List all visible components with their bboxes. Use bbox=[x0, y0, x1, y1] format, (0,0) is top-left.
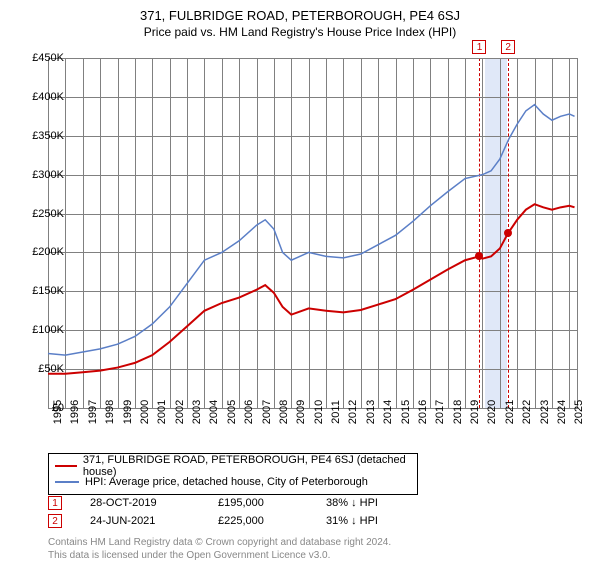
x-tick-label: 2000 bbox=[139, 400, 151, 424]
sale-delta: 38% ↓ HPI bbox=[326, 497, 378, 509]
x-tick-label: 2018 bbox=[452, 400, 464, 424]
chart-subtitle: Price paid vs. HM Land Registry's House … bbox=[0, 25, 600, 39]
legend-row: HPI: Average price, detached house, City… bbox=[55, 474, 411, 490]
line-series bbox=[48, 58, 578, 408]
sale-date: 24-JUN-2021 bbox=[90, 515, 190, 527]
legend-swatch bbox=[55, 465, 77, 467]
x-tick-label: 2014 bbox=[382, 400, 394, 424]
sale-delta: 31% ↓ HPI bbox=[326, 515, 378, 527]
x-tick-label: 1996 bbox=[69, 400, 81, 424]
legend-label: HPI: Average price, detached house, City… bbox=[85, 476, 368, 488]
x-tick-label: 2001 bbox=[156, 400, 168, 424]
series-property_price bbox=[48, 204, 575, 374]
legend-swatch bbox=[55, 481, 79, 483]
footer-line2: This data is licensed under the Open Gov… bbox=[48, 549, 391, 562]
sale-marker: 1 bbox=[48, 496, 62, 510]
x-tick-label: 2008 bbox=[278, 400, 290, 424]
legend: 371, FULBRIDGE ROAD, PETERBOROUGH, PE4 6… bbox=[48, 453, 418, 495]
sale-price: £195,000 bbox=[218, 497, 298, 509]
y-tick-label: £350K bbox=[20, 130, 64, 142]
x-tick-label: 2022 bbox=[521, 400, 533, 424]
x-tick-label: 2006 bbox=[243, 400, 255, 424]
legend-row: 371, FULBRIDGE ROAD, PETERBOROUGH, PE4 6… bbox=[55, 458, 411, 474]
x-tick-label: 2011 bbox=[330, 400, 342, 424]
sale-dot bbox=[504, 229, 512, 237]
y-tick-label: £200K bbox=[20, 246, 64, 258]
x-tick-label: 2015 bbox=[400, 400, 412, 424]
y-tick-label: £100K bbox=[20, 324, 64, 336]
x-tick-label: 2009 bbox=[295, 400, 307, 424]
x-tick-label: 2005 bbox=[226, 400, 238, 424]
x-tick-label: 2013 bbox=[365, 400, 377, 424]
y-tick-label: £250K bbox=[20, 208, 64, 220]
x-tick-label: 1999 bbox=[122, 400, 134, 424]
x-tick-label: 1998 bbox=[104, 400, 116, 424]
x-tick-label: 1997 bbox=[87, 400, 99, 424]
series-hpi bbox=[48, 105, 575, 355]
marker-box: 2 bbox=[501, 40, 515, 54]
x-tick-label: 2010 bbox=[313, 400, 325, 424]
x-tick-label: 1995 bbox=[52, 400, 64, 424]
x-tick-label: 2020 bbox=[486, 400, 498, 424]
y-tick-label: £50K bbox=[20, 363, 64, 375]
sale-dot bbox=[475, 252, 483, 260]
sale-date: 28-OCT-2019 bbox=[90, 497, 190, 509]
sales-table: 1 28-OCT-2019 £195,000 38% ↓ HPI 2 24-JUN-202… bbox=[48, 494, 378, 530]
sale-marker: 2 bbox=[48, 514, 62, 528]
sale-row: 1 28-OCT-2019 £195,000 38% ↓ HPI bbox=[48, 494, 378, 512]
x-tick-label: 2024 bbox=[556, 400, 568, 424]
x-tick-label: 2019 bbox=[469, 400, 481, 424]
y-tick-label: £300K bbox=[20, 169, 64, 181]
x-tick-label: 2025 bbox=[573, 400, 585, 424]
x-tick-label: 2003 bbox=[191, 400, 203, 424]
chart-container: 371, FULBRIDGE ROAD, PETERBOROUGH, PE4 6… bbox=[0, 8, 600, 568]
x-tick-label: 2004 bbox=[208, 400, 220, 424]
x-tick-label: 2007 bbox=[261, 400, 273, 424]
y-tick-label: £400K bbox=[20, 91, 64, 103]
x-tick-label: 2021 bbox=[504, 400, 516, 424]
y-tick-label: £450K bbox=[20, 52, 64, 64]
legend-label: 371, FULBRIDGE ROAD, PETERBOROUGH, PE4 6… bbox=[83, 454, 411, 478]
chart-title: 371, FULBRIDGE ROAD, PETERBOROUGH, PE4 6… bbox=[0, 8, 600, 23]
x-tick-label: 2002 bbox=[174, 400, 186, 424]
x-tick-label: 2017 bbox=[434, 400, 446, 424]
y-tick-label: £150K bbox=[20, 285, 64, 297]
x-tick-label: 2016 bbox=[417, 400, 429, 424]
marker-box: 1 bbox=[472, 40, 486, 54]
sale-price: £225,000 bbox=[218, 515, 298, 527]
x-tick-label: 2012 bbox=[347, 400, 359, 424]
sale-row: 2 24-JUN-2021 £225,000 31% ↓ HPI bbox=[48, 512, 378, 530]
footer-line1: Contains HM Land Registry data © Crown c… bbox=[48, 536, 391, 549]
x-tick-label: 2023 bbox=[539, 400, 551, 424]
footer: Contains HM Land Registry data © Crown c… bbox=[48, 536, 391, 562]
